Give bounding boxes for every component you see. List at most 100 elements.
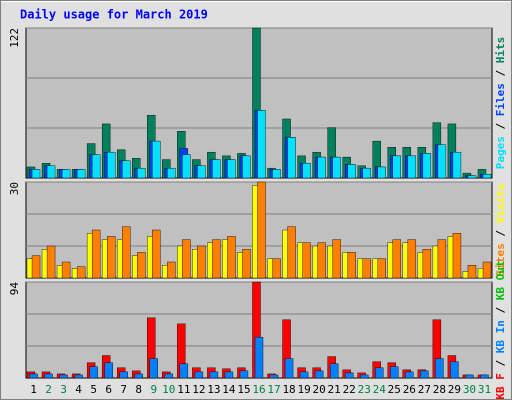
bar [257, 181, 266, 279]
bar [224, 371, 234, 379]
bar [122, 160, 131, 179]
bar [362, 167, 371, 179]
bar [209, 371, 219, 379]
x-tick-label: 27 [418, 383, 431, 396]
x-tick-label: 8 [135, 383, 142, 396]
chart-title: Daily usage for March 2019 [20, 8, 208, 22]
bar [179, 363, 189, 379]
legend-entry: Sites [494, 243, 507, 276]
bar [106, 151, 116, 179]
bar [422, 153, 432, 179]
bar [467, 175, 477, 179]
bar [317, 156, 326, 179]
bar [119, 371, 128, 379]
legend-separator: / [494, 116, 507, 136]
bar [450, 361, 459, 379]
bar [347, 252, 356, 279]
bar [257, 110, 266, 179]
bar [287, 226, 296, 279]
x-tick-label: 5 [90, 383, 97, 396]
bar [227, 236, 236, 279]
x-tick-label: 25 [388, 383, 401, 396]
legend-entry: Files [494, 83, 507, 116]
bar [194, 371, 204, 379]
bar [377, 258, 386, 279]
x-tick-label: 15 [237, 383, 250, 396]
bar [182, 239, 191, 279]
bar [76, 266, 86, 279]
legend: KB F / KB In / KB Out [494, 260, 507, 399]
bar [227, 159, 236, 179]
bar [46, 165, 56, 179]
bar [269, 374, 279, 379]
legend-separator: / [494, 353, 507, 373]
bar [377, 166, 386, 179]
legend-entry: Visits [494, 184, 507, 224]
bar [152, 229, 161, 279]
y-tick-label: 122 [8, 28, 21, 48]
bar [482, 261, 492, 279]
bar [452, 232, 462, 279]
legend-entry: KB Out [494, 260, 507, 300]
legend-entry: Pages [494, 136, 507, 169]
x-tick-label: 23 [358, 383, 371, 396]
bar [362, 258, 371, 279]
bar [164, 373, 174, 379]
bar [452, 151, 462, 179]
bar [122, 226, 131, 279]
bar [407, 155, 417, 179]
bar [91, 229, 101, 279]
x-tick-label: 13 [207, 383, 220, 396]
bar [332, 156, 341, 179]
bar [61, 169, 71, 179]
legend-separator: / [494, 300, 507, 320]
bar [482, 174, 492, 179]
x-tick-label: 28 [433, 383, 446, 396]
bar [59, 374, 68, 379]
bar [332, 239, 341, 279]
bar [392, 155, 402, 179]
bar [134, 373, 143, 379]
bar [437, 239, 447, 279]
legend: Sites / Visits [494, 184, 507, 277]
bar [420, 370, 429, 379]
x-tick-label: 7 [120, 383, 127, 396]
bar [272, 169, 281, 179]
bar [61, 261, 71, 279]
x-tick-label: 21 [328, 383, 341, 396]
x-tick-label: 29 [448, 383, 461, 396]
x-tick-label: 30 [463, 383, 476, 396]
bar [239, 370, 249, 379]
bar [422, 248, 432, 279]
bar [344, 372, 354, 379]
bar [407, 239, 417, 279]
legend-entry: Hits [494, 37, 507, 64]
x-tick-label: 1 [30, 383, 37, 396]
x-tick-label: 14 [222, 383, 236, 396]
y-tick-label: 30 [8, 182, 21, 195]
x-tick-label: 22 [343, 383, 356, 396]
bar [106, 236, 116, 279]
bar [46, 245, 56, 279]
x-tick-label: 20 [313, 383, 326, 396]
x-tick-label: 11 [177, 383, 190, 396]
bar [167, 261, 176, 279]
legend-separator: / [494, 63, 507, 83]
bar [44, 373, 53, 379]
x-tick-label: 9 [150, 383, 157, 396]
bar [347, 164, 356, 179]
bar [392, 239, 402, 279]
x-tick-label: 26 [403, 383, 416, 396]
x-tick-label: 18 [282, 383, 295, 396]
bar [390, 366, 399, 379]
bar [287, 137, 296, 179]
bar [89, 366, 98, 379]
x-tick-label: 10 [162, 383, 175, 396]
legend-separator: / [494, 223, 507, 243]
x-tick-label: 6 [105, 383, 112, 396]
legend: Pages / Files / Hits [494, 37, 507, 170]
bar [91, 154, 101, 179]
bar [29, 373, 38, 379]
bar [302, 242, 311, 279]
